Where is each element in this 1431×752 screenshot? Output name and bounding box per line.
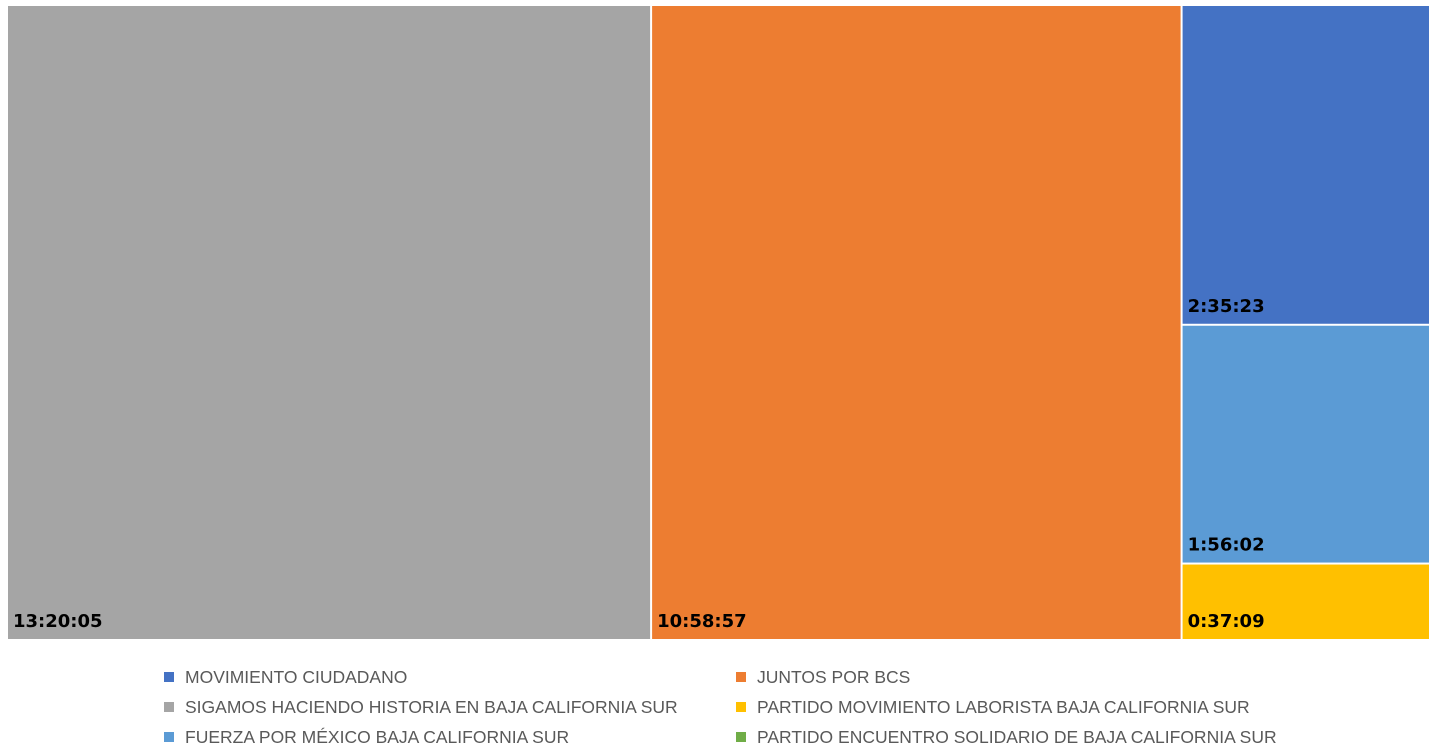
legend-swatch <box>736 732 746 742</box>
treemap-tile-juntos-por-bcs <box>652 6 1181 639</box>
legend-label: MOVIMIENTO CIUDADANO <box>185 666 408 687</box>
tile-value-label: 10:58:57 <box>657 611 747 632</box>
treemap-tile-movimiento-ciudadano <box>1182 6 1429 324</box>
treemap-chart: 13:20:05 10:58:57 2:35:23 1:56:02 0:37:09 <box>8 6 1429 639</box>
legend-label: SIGAMOS HACIENDO HISTORIA EN BAJA CALIFO… <box>185 696 678 717</box>
chart-legend: MOVIMIENTO CIUDADANO JUNTOS POR BCS SIGAMO… <box>164 662 1364 750</box>
legend-swatch <box>164 672 174 682</box>
legend-label: PARTIDO MOVIMIENTO LABORISTA BAJA CALIFO… <box>757 696 1250 717</box>
tile-value-label: 13:20:05 <box>13 611 103 632</box>
legend-swatch <box>736 672 746 682</box>
tile-value-label: 2:35:23 <box>1188 296 1265 317</box>
legend-swatch <box>164 732 174 742</box>
treemap-tile-fuerza-por-mexico-baja-california-sur <box>1182 325 1429 563</box>
treemap-tile-partido-movimiento-laborista-baja-california-sur <box>1182 564 1429 639</box>
legend-item: SIGAMOS HACIENDO HISTORIA EN BAJA CALIFO… <box>164 692 736 722</box>
legend-label: JUNTOS POR BCS <box>757 666 911 687</box>
legend-item: PARTIDO MOVIMIENTO LABORISTA BAJA CALIFO… <box>736 692 1336 722</box>
legend-item: PARTIDO ENCUENTRO SOLIDARIO DE BAJA CALI… <box>736 722 1336 752</box>
tile-value-label: 0:37:09 <box>1188 611 1265 632</box>
legend-swatch <box>736 702 746 712</box>
legend-item: MOVIMIENTO CIUDADANO <box>164 662 736 692</box>
legend-swatch <box>164 702 174 712</box>
legend-label: PARTIDO ENCUENTRO SOLIDARIO DE BAJA CALI… <box>757 726 1277 747</box>
tile-value-label: 1:56:02 <box>1188 535 1265 556</box>
legend-item: JUNTOS POR BCS <box>736 662 1336 692</box>
treemap-tile-sigamos-haciendo-historia-en-baja-california-sur <box>8 6 651 639</box>
legend-label: FUERZA POR MÉXICO BAJA CALIFORNIA SUR <box>185 726 570 747</box>
legend-item: FUERZA POR MÉXICO BAJA CALIFORNIA SUR <box>164 722 736 752</box>
